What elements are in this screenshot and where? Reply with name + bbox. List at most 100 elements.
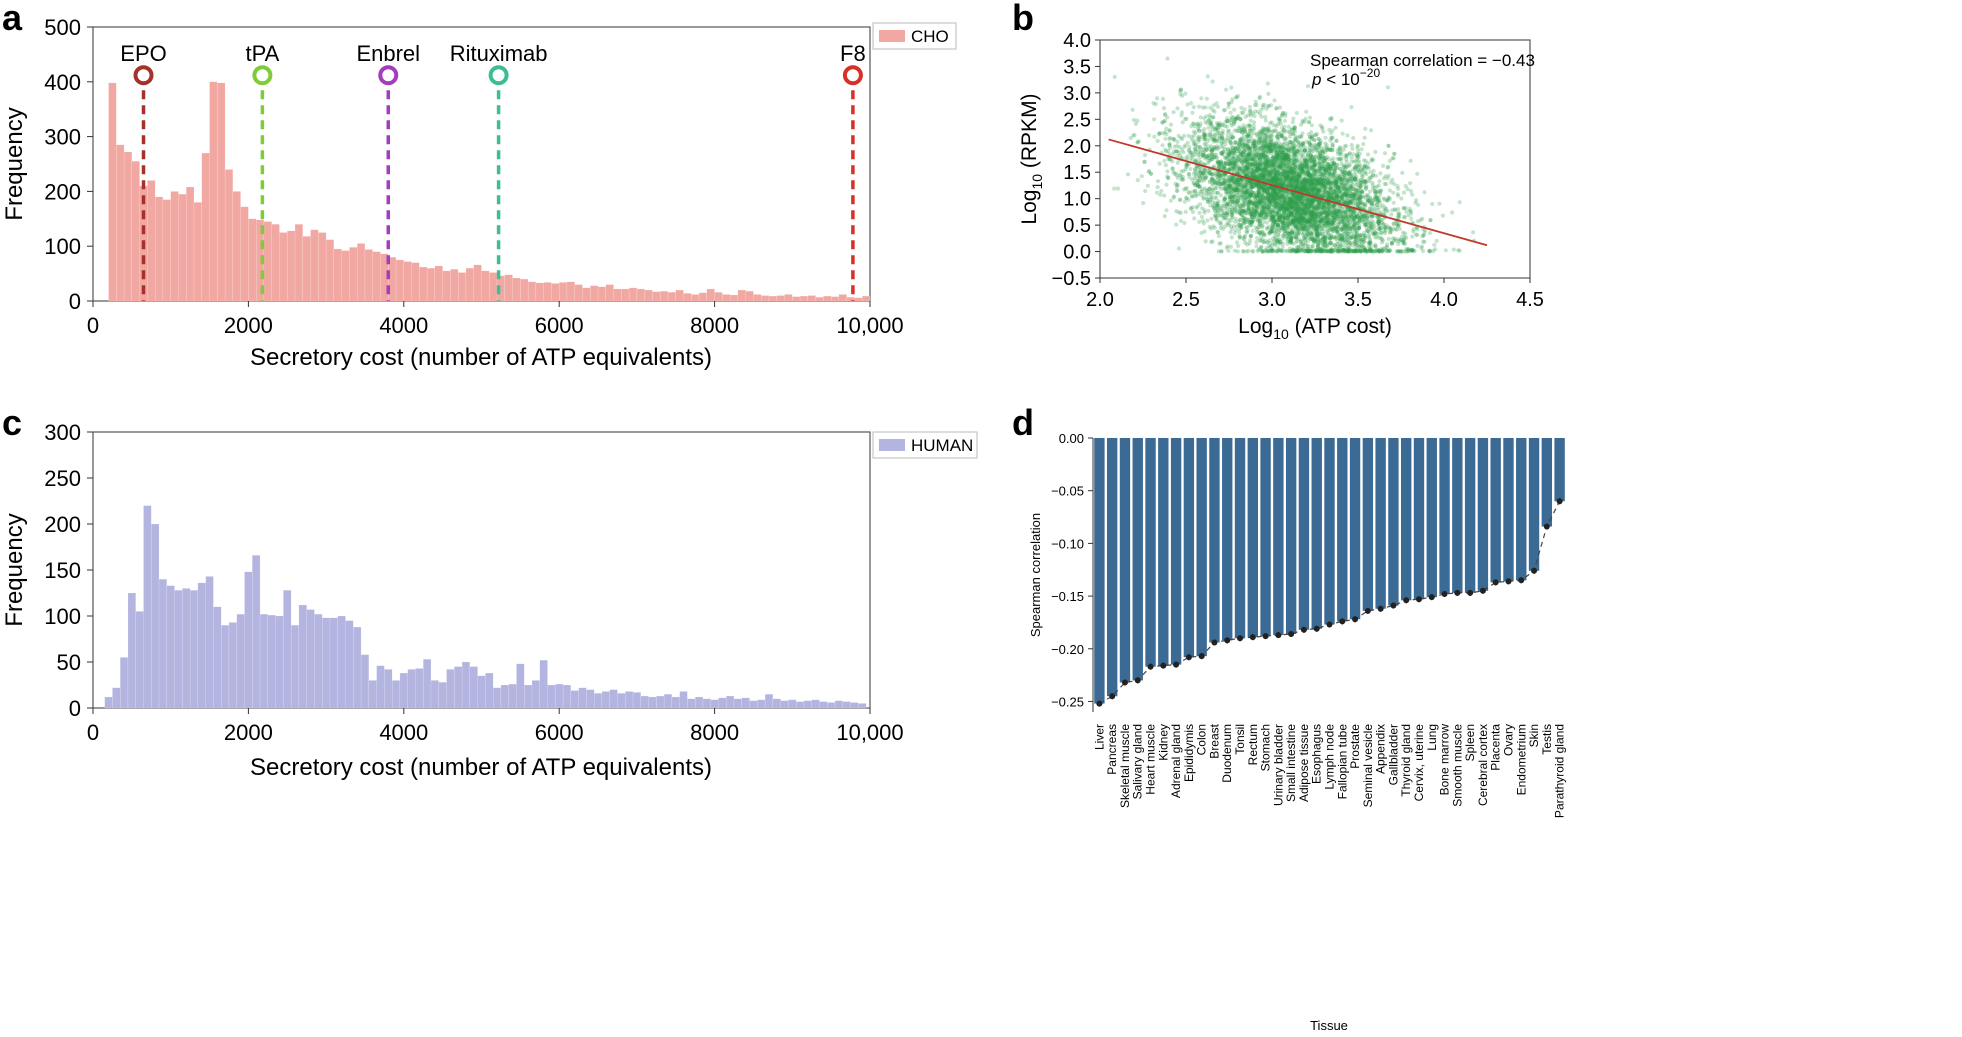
scatter-point	[1309, 130, 1314, 135]
scatter-point	[1174, 184, 1179, 190]
scatter-point	[1178, 153, 1183, 158]
panel-a-bar	[395, 259, 404, 302]
panel-a-bar	[605, 284, 614, 302]
panel-a-bar	[753, 294, 762, 302]
scatter-point	[1355, 204, 1360, 209]
scatter-point	[1399, 196, 1404, 201]
scatter-point	[1385, 176, 1390, 181]
scatter-point	[1287, 139, 1292, 144]
scatter-point	[1243, 114, 1248, 119]
scatter-point	[1254, 211, 1259, 216]
scatter-point	[1276, 204, 1281, 209]
scatter-point	[1385, 242, 1390, 247]
scatter-point	[1321, 221, 1326, 226]
scatter-point	[1155, 179, 1161, 184]
scatter-point	[1171, 110, 1176, 115]
scatter-point	[1286, 200, 1291, 205]
scatter-point	[1375, 206, 1380, 211]
scatter-point	[1239, 212, 1244, 218]
scatter-point	[1314, 238, 1319, 243]
scatter-point	[1309, 166, 1314, 171]
scatter-point	[1345, 180, 1350, 185]
scatter-point	[1234, 180, 1239, 185]
scatter-point	[1307, 206, 1312, 212]
scatter-point	[1112, 74, 1117, 79]
scatter-point	[1271, 154, 1276, 160]
scatter-point	[1337, 145, 1342, 150]
panel-a-bar	[504, 274, 513, 302]
panel-a-bar	[364, 249, 373, 302]
scatter-point	[1231, 148, 1236, 153]
scatter-point	[1204, 114, 1209, 119]
scatter-point	[1286, 179, 1292, 184]
panel-a-bar	[155, 196, 164, 302]
scatter-point	[1241, 220, 1246, 226]
scatter-point	[1331, 204, 1336, 209]
scatter-point	[1207, 179, 1212, 185]
scatter-point	[1295, 178, 1300, 183]
scatter-point	[1432, 242, 1437, 247]
panel-a-legend-swatch	[879, 30, 905, 42]
scatter-point	[1339, 197, 1344, 202]
scatter-point	[1260, 199, 1265, 204]
scatter-point	[1165, 169, 1170, 174]
scatter-point	[1365, 152, 1371, 157]
panel-a-bar	[349, 247, 358, 302]
scatter-point	[1347, 187, 1352, 192]
scatter-point	[1262, 189, 1267, 194]
scatter-point	[1241, 123, 1246, 128]
panel-a-bar	[248, 218, 257, 302]
scatter-point	[1320, 151, 1325, 156]
scatter-point	[1272, 223, 1278, 228]
scatter-point	[1410, 192, 1415, 197]
panel-a-y-label: Frequency	[1, 107, 28, 220]
scatter-point	[1227, 149, 1232, 154]
scatter-point	[1362, 164, 1367, 169]
panel-a-bar	[621, 288, 630, 302]
scatter-point	[1231, 180, 1237, 185]
scatter-point	[1240, 164, 1245, 169]
scatter-point	[1283, 153, 1288, 158]
scatter-point	[1331, 222, 1336, 227]
scatter-point	[1154, 190, 1160, 195]
scatter-point	[1224, 212, 1229, 217]
scatter-point	[1115, 186, 1121, 191]
scatter-point	[1339, 196, 1344, 202]
scatter-point	[1312, 156, 1317, 162]
scatter-point	[1206, 125, 1211, 130]
scatter-point	[1224, 87, 1229, 92]
panel-a-chart: EPO tPA Enbrel Rituximab F8 0 2000 4000 6000 800…	[1, 15, 957, 371]
scatter-point	[1234, 128, 1239, 133]
scatter-point	[1184, 162, 1189, 168]
scatter-point	[1179, 110, 1185, 115]
scatter-point	[1283, 136, 1288, 141]
scatter-point	[1256, 109, 1261, 114]
scatter-point	[1357, 218, 1362, 223]
scatter-point	[1250, 182, 1255, 187]
scatter-point	[1342, 222, 1347, 227]
scatter-point	[1330, 221, 1335, 226]
scatter-point	[1293, 138, 1298, 143]
panel-b-chart: 2.0 2.5 3.0 3.5 4.0 4.5 −0.50.00.51.01.52.02.…	[1018, 30, 1544, 342]
scatter-point	[1237, 141, 1242, 146]
scatter-point	[1286, 222, 1291, 228]
scatter-point	[1359, 147, 1364, 152]
scatter-point	[1223, 142, 1228, 147]
panel-a-bar	[722, 294, 731, 302]
panel-a-bar	[318, 232, 327, 302]
scatter-point	[1281, 232, 1286, 237]
scatter-point	[1290, 175, 1295, 180]
scatter-point	[1268, 212, 1274, 218]
scatter-point	[1151, 101, 1156, 106]
scatter-point	[1306, 168, 1311, 173]
scatter-point	[1197, 184, 1202, 190]
marker-pin-epo	[133, 65, 154, 86]
panel-a-bar	[823, 295, 832, 302]
scatter-point	[1303, 159, 1308, 164]
scatter-point	[1349, 105, 1354, 110]
scatter-point	[1247, 223, 1252, 228]
scatter-point	[1277, 175, 1282, 180]
scatter-point	[1337, 185, 1342, 190]
panel-a-bar	[714, 292, 723, 302]
scatter-point	[1361, 142, 1366, 147]
